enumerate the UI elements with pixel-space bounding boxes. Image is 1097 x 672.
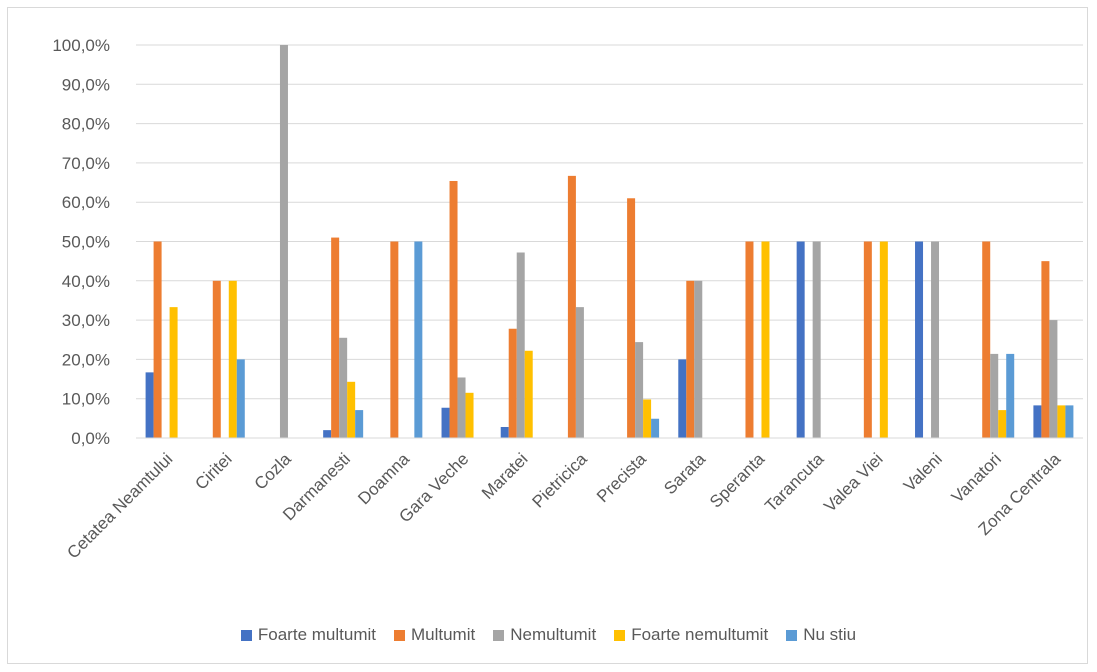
bar [982,241,991,438]
x-tick-label: Precista [593,449,650,506]
y-tick-label: 10,0% [62,390,110,409]
legend-label: Multumit [410,625,476,644]
bar [465,392,474,438]
bar [990,353,999,438]
bar [1041,261,1050,438]
bar [643,399,652,438]
bar [627,198,636,438]
bar [339,337,348,438]
bar [812,241,821,438]
x-tick-label: Doamna [354,449,413,508]
legend-item: Nemultumit [493,625,596,645]
bar [1006,353,1015,438]
legend: Foarte multumit Multumit Nemultumit Foar… [0,625,1097,645]
bar [998,410,1007,438]
bar [516,252,525,438]
bar [931,241,940,438]
bar [796,241,805,438]
legend-swatch [240,629,252,641]
x-tick-label: Tarancuta [761,449,828,516]
bar [508,328,517,438]
legend-item: Multumit [393,625,476,645]
legend-swatch [786,629,798,641]
legend-item: Foarte nemultumit [614,625,768,645]
y-tick-label: 30,0% [62,311,110,330]
bar [761,241,770,438]
y-tick-label: 60,0% [62,193,110,212]
bar-chart: 0,0% 10,0% 20,0% 30,0% 40,0% 50,0% 60,0% 70,0% 8… [52,36,1083,562]
x-tick-label: Valeni [900,449,946,495]
legend-swatch [493,629,505,641]
y-tick-label: 50,0% [62,233,110,252]
bar [323,430,332,438]
bar [500,426,509,438]
chart-frame [7,7,1088,664]
legend-label: Foarte nemultumit [631,625,769,644]
bar [694,280,703,438]
y-tick-label: 40,0% [62,272,110,291]
bar [145,372,154,438]
x-tick-label: Sarata [660,449,709,498]
y-tick-label: 90,0% [62,75,110,94]
bar [441,407,450,438]
x-tick-label: Maratei [478,449,532,503]
bar [347,381,356,438]
y-tick-label: 20,0% [62,350,110,369]
x-tick-label: Cozla [251,449,296,494]
bar [863,241,872,438]
legend-swatch [614,629,626,641]
legend-item: Nu stiu [786,625,856,645]
y-tick-label: 0,0% [71,429,110,448]
bar [331,237,340,438]
bar [390,241,399,438]
y-tick-label: 80,0% [62,115,110,134]
bar [457,377,466,438]
bar [686,280,695,438]
bar [879,241,888,438]
bar [355,410,364,438]
bar [1057,405,1066,438]
bar [1065,405,1074,438]
x-tick-label: Vanatori [948,449,1005,506]
x-tick-label: Speranta [706,449,769,512]
bar [236,359,245,438]
y-tick-label: 100,0% [52,36,110,55]
bar [567,175,576,438]
bar [575,307,584,438]
x-tick-label: Ciritei [191,449,235,493]
bar [449,180,458,438]
legend-label: Nemultumit [510,625,597,644]
bar [212,280,221,438]
legend-swatch [393,629,405,641]
x-tick-label: Cetatea Neamtului [63,449,176,562]
bar [414,241,423,438]
y-tick-label: 70,0% [62,154,110,173]
x-tick-label: Valea Viei [820,449,886,515]
legend-label: Foarte multumit [257,625,376,644]
bar [915,241,924,438]
legend-item: Foarte multumit [240,625,376,645]
bar [1033,405,1042,438]
bar [524,350,533,438]
bar [169,307,178,438]
bar [745,241,754,438]
bar [635,342,644,438]
bar [153,241,162,438]
bar [1049,320,1058,438]
bar [228,280,237,438]
x-tick-label: Pietricica [529,449,592,512]
legend-label: Nu stiu [803,625,857,644]
bar [651,418,660,438]
bar [279,45,288,438]
bar [678,359,687,438]
